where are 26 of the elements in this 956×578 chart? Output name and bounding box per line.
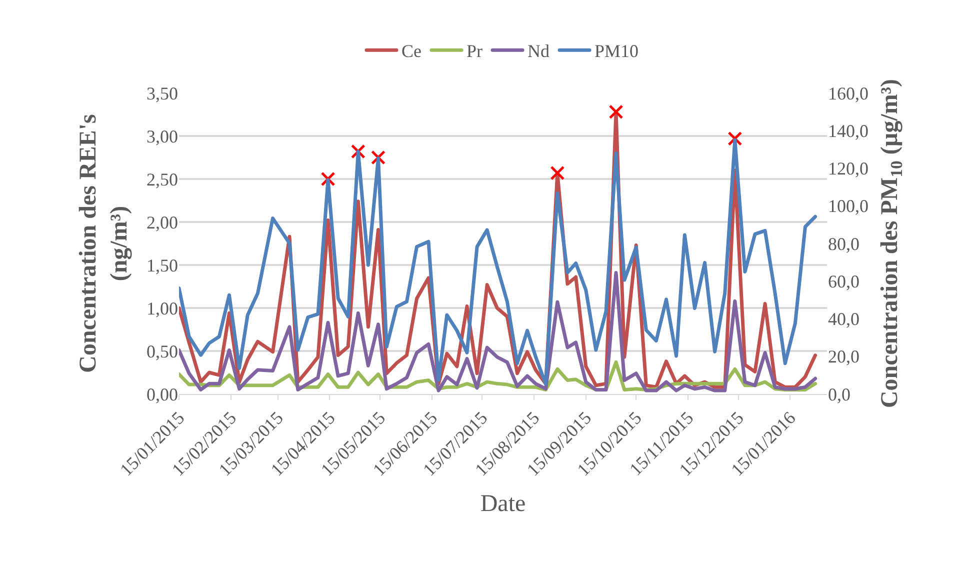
y2-tick-label: 160,0	[828, 83, 868, 104]
y-tick-label: 3,00	[146, 126, 178, 146]
point	[550, 166, 565, 180]
line-series	[179, 270, 818, 392]
y-tick-label: 2,50	[146, 169, 178, 190]
y-axis-title: Concentration des REE's (ng/m³)	[75, 114, 133, 373]
x-axis-title: Date	[480, 491, 526, 518]
y-tick-label: 0,50	[146, 341, 178, 362]
legend-label: Ce	[402, 41, 422, 62]
y2-tick-label: 140,0	[828, 120, 868, 141]
y-tick-label: 1,50	[146, 255, 178, 276]
y2-tick-label: 80,0	[828, 234, 860, 254]
y2-tick-label: 60,0	[828, 271, 860, 292]
legend-label: Nd	[528, 41, 550, 62]
legend-label: PM10	[594, 41, 639, 62]
y-tick-label: 2,00	[146, 212, 178, 232]
y2-tick-label: 20,0	[828, 346, 860, 367]
y2-tick-label: 100,0	[828, 196, 868, 216]
y2-tick-label: 0,0	[828, 384, 850, 404]
legend-label: Pr	[466, 41, 483, 62]
y-tick-label: 0,00	[146, 384, 178, 404]
y2-tick-label: 120,0	[828, 158, 868, 179]
y2-tick-label: 40,0	[828, 309, 860, 330]
y-tick-label: 3,50	[146, 83, 178, 104]
y-tick-label: 1,00	[146, 298, 178, 318]
point	[608, 104, 624, 120]
